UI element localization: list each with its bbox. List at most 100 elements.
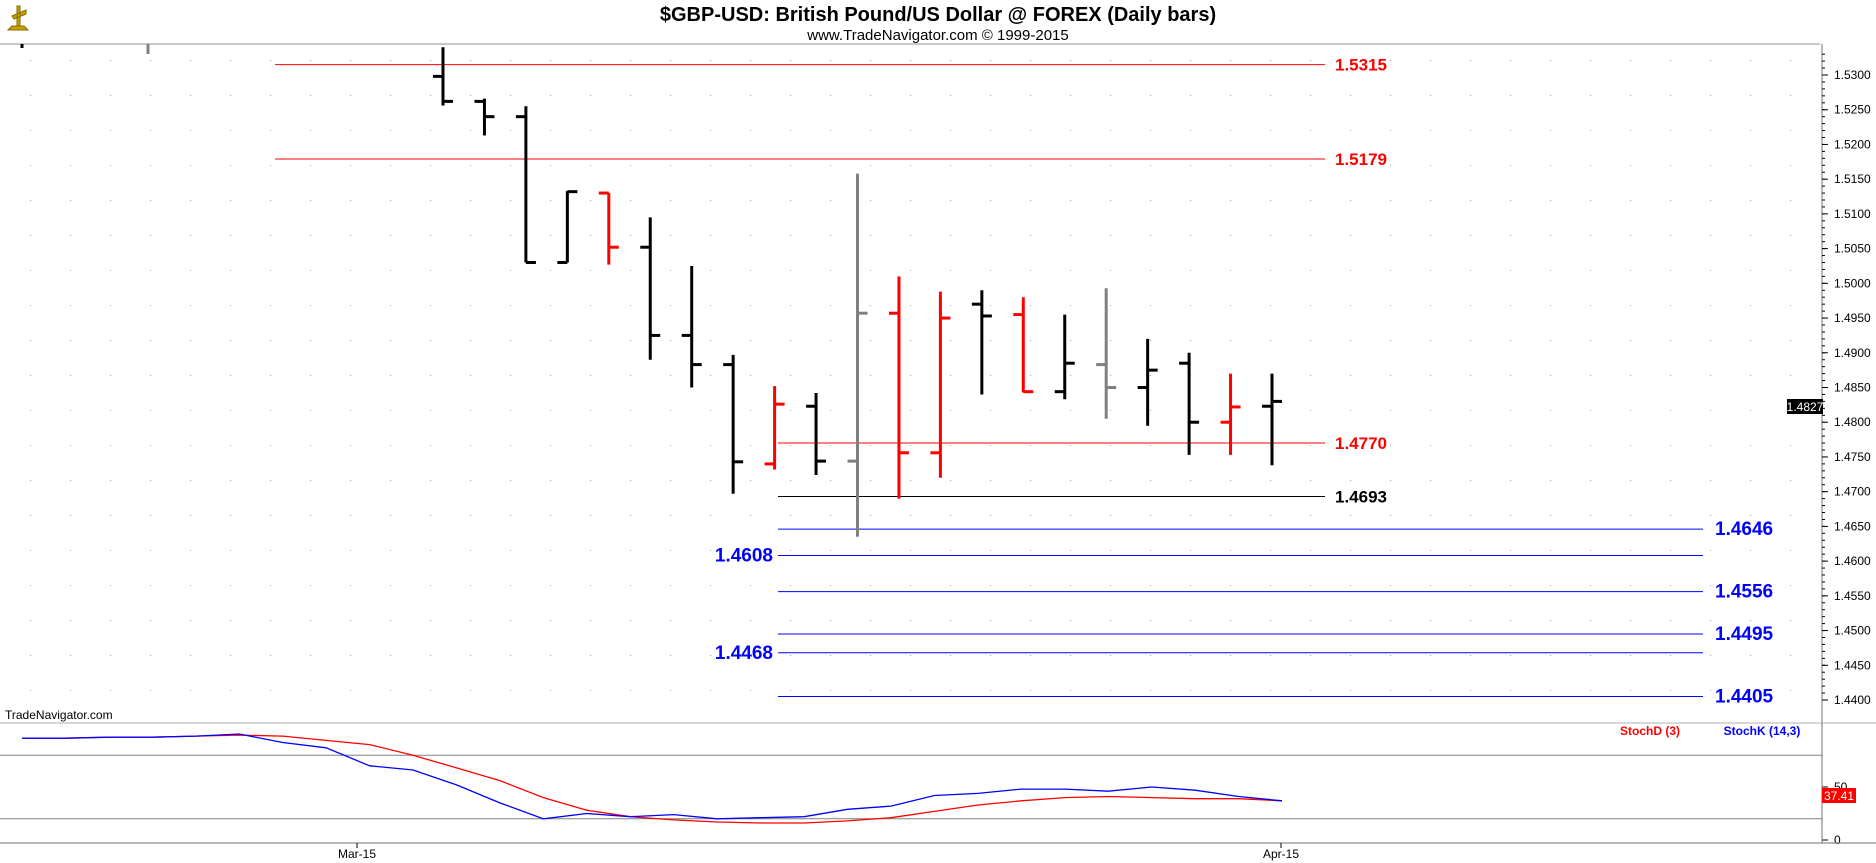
grid-dot <box>1750 305 1751 306</box>
grid-dot <box>470 305 471 306</box>
grid-dot <box>1390 200 1391 201</box>
grid-dot <box>870 410 871 411</box>
grid-dot <box>270 375 271 376</box>
grid-dot <box>1710 410 1711 411</box>
grid-dot <box>1510 270 1511 271</box>
grid-dot <box>630 445 631 446</box>
grid-dot <box>590 585 591 586</box>
grid-dot <box>1790 690 1791 691</box>
grid-dot <box>670 200 671 201</box>
grid-dot <box>870 200 871 201</box>
grid-dot <box>310 585 311 586</box>
grid-dot <box>1750 95 1751 96</box>
grid-dot <box>1150 550 1151 551</box>
grid-dot <box>1270 235 1271 236</box>
grid-dot <box>990 515 991 516</box>
grid-dot <box>1590 200 1591 201</box>
grid-dot <box>870 60 871 61</box>
grid-dot <box>1350 480 1351 481</box>
grid-dot <box>750 165 751 166</box>
grid-dot <box>1590 340 1591 341</box>
grid-dot <box>270 60 271 61</box>
grid-dot <box>270 165 271 166</box>
grid-dot <box>550 620 551 621</box>
y-tick-label: 1.4400 <box>1834 693 1871 707</box>
grid-dot <box>670 655 671 656</box>
grid-dot <box>1710 340 1711 341</box>
y-tick-label: 1.4650 <box>1834 519 1871 533</box>
grid-dot <box>950 585 951 586</box>
grid-dot <box>710 305 711 306</box>
grid-dot <box>1110 620 1111 621</box>
grid-dot <box>870 305 871 306</box>
grid-dot <box>1150 585 1151 586</box>
grid-dot <box>1510 655 1511 656</box>
y-tick-label: 1.5000 <box>1834 276 1871 290</box>
grid-dot <box>950 410 951 411</box>
grid-dot <box>1390 690 1391 691</box>
grid-dot <box>670 550 671 551</box>
grid-dot <box>1630 585 1631 586</box>
grid-dot <box>1150 445 1151 446</box>
grid-dot <box>950 130 951 131</box>
grid-dot <box>1470 620 1471 621</box>
grid-dot <box>790 200 791 201</box>
grid-dot <box>830 410 831 411</box>
grid-dot <box>270 270 271 271</box>
grid-dot <box>510 550 511 551</box>
grid-dot <box>1630 200 1631 201</box>
grid-dot <box>1190 95 1191 96</box>
grid-dot <box>1550 340 1551 341</box>
grid-dot <box>1430 550 1431 551</box>
grid-dot <box>430 445 431 446</box>
grid-dot <box>1310 515 1311 516</box>
grid-dot <box>550 270 551 271</box>
grid-dot <box>1190 200 1191 201</box>
y-tick-label: 1.4850 <box>1834 381 1871 395</box>
grid-dot <box>1030 550 1031 551</box>
grid-dot <box>1310 165 1311 166</box>
grid-dot <box>1750 585 1751 586</box>
grid-dot <box>1430 235 1431 236</box>
grid-dot <box>1590 480 1591 481</box>
grid-dot <box>1030 60 1031 61</box>
grid-dot <box>950 165 951 166</box>
grid-dot <box>710 480 711 481</box>
grid-dot <box>1390 270 1391 271</box>
grid-dot <box>1670 200 1671 201</box>
grid-dot <box>630 690 631 691</box>
grid-dot <box>1710 60 1711 61</box>
grid-dot <box>630 340 631 341</box>
grid-dot <box>1750 200 1751 201</box>
price-axis: 1.5300 1.5250 1.5200 1.5150 1.5100 1.5050 1.50… <box>1822 53 1871 707</box>
grid-dot <box>150 620 151 621</box>
level-label: 1.4556 <box>1715 582 1773 603</box>
grid-dot <box>110 620 111 621</box>
grid-dot <box>750 410 751 411</box>
grid-dot <box>910 270 911 271</box>
grid-dot <box>1590 620 1591 621</box>
grid-dot <box>910 235 911 236</box>
grid-dot <box>950 270 951 271</box>
grid-dot <box>590 165 591 166</box>
grid-dot <box>30 235 31 236</box>
grid-dot <box>1750 550 1751 551</box>
grid-dot <box>550 480 551 481</box>
grid-dot <box>110 235 111 236</box>
grid-dot <box>510 270 511 271</box>
level-lines: 1.5315 1.5179 1.4770 1.4693 1.4646 1.4608 1.45… <box>275 56 1774 708</box>
grid-dot <box>1270 340 1271 341</box>
stoch-axis: 500 <box>1821 723 1848 847</box>
grid-dot <box>950 340 951 341</box>
grid-dot <box>1630 340 1631 341</box>
grid-dot <box>1630 60 1631 61</box>
grid-dot <box>870 165 871 166</box>
grid-dot <box>1110 60 1111 61</box>
grid-dot <box>830 130 831 131</box>
grid-dot <box>1230 270 1231 271</box>
grid-dot <box>1630 235 1631 236</box>
grid-dot <box>1710 550 1711 551</box>
grid-dot <box>190 445 191 446</box>
ohlc-bar <box>1096 288 1117 419</box>
grid-dot <box>1270 655 1271 656</box>
